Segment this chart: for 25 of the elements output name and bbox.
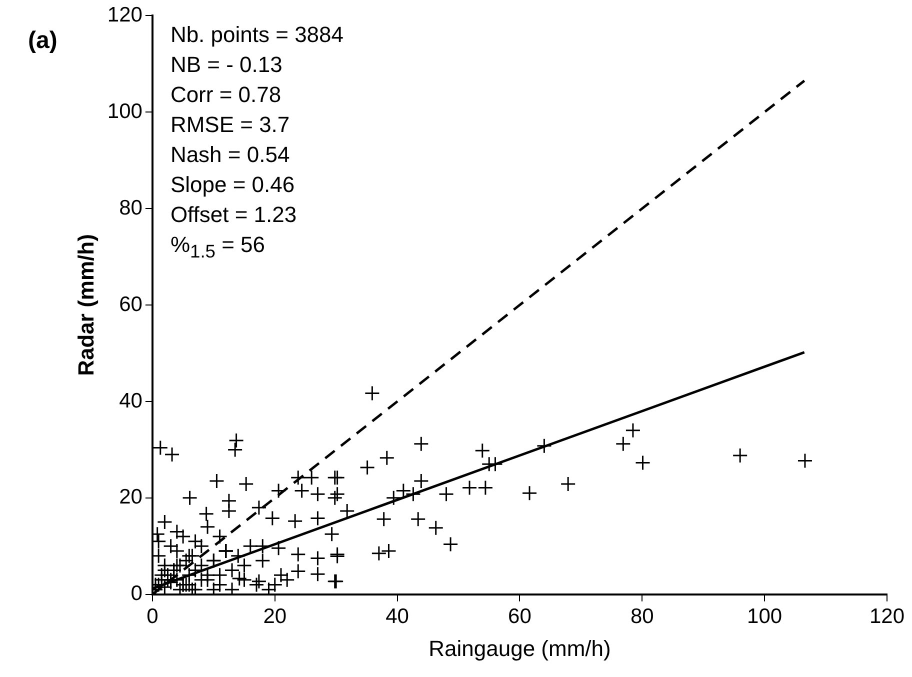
x-tick-label: 0 xyxy=(146,604,158,628)
annotation: RMSE = 3.7 xyxy=(170,110,290,139)
y-axis-title: Radar (mm/h) xyxy=(73,234,98,376)
annotation: Slope = 0.46 xyxy=(170,170,295,199)
annotation: Offset = 1.23 xyxy=(170,200,297,229)
x-tick-label: 100 xyxy=(747,604,782,628)
x-tick-label: 120 xyxy=(869,604,905,628)
y-tick-label: 20 xyxy=(119,486,142,509)
text: (a) xyxy=(28,26,58,56)
y-tick-label: 0 xyxy=(130,582,142,606)
y-tick-label: 120 xyxy=(107,3,142,26)
y-tick-label: 80 xyxy=(119,196,142,220)
annotation: NB = - 0.13 xyxy=(170,50,282,79)
x-tick-label: 20 xyxy=(263,604,287,628)
y-tick-label: 40 xyxy=(119,389,142,412)
annotation: Nb. points = 3884 xyxy=(170,20,344,49)
annotation: %$_{1.5}$ = 56 xyxy=(170,230,266,263)
x-tick-label: 60 xyxy=(508,604,532,628)
x-tick-label: 40 xyxy=(386,604,409,628)
x-axis-title: Raingauge (mm/h) xyxy=(428,636,611,661)
y-tick-label: 100 xyxy=(107,100,142,123)
annotation: Corr = 0.78 xyxy=(170,80,282,109)
annotation: Nash = 0.54 xyxy=(170,140,290,169)
y-tick-label: 60 xyxy=(119,292,142,316)
x-tick-label: 80 xyxy=(630,604,654,628)
